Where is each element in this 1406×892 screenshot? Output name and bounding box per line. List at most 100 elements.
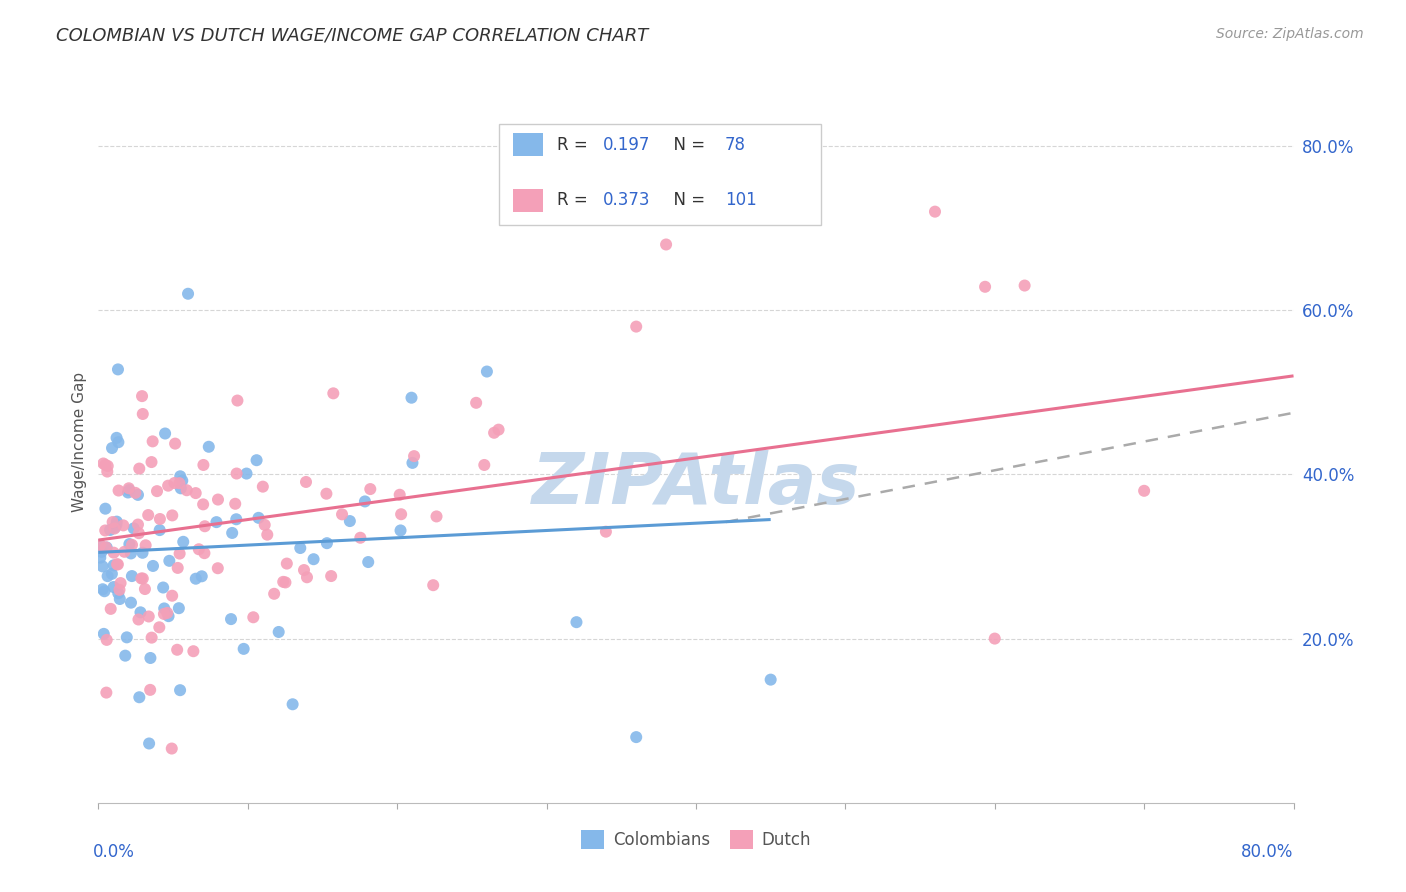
Point (169, 683, 191, 698)
Text: COLOMBIAN VS DUTCH WAGE/INCOME GAP CORRELATION CHART: COLOMBIAN VS DUTCH WAGE/INCOME GAP CORRE… (56, 27, 648, 45)
Point (157, 609, 180, 624)
FancyBboxPatch shape (513, 133, 543, 156)
Point (153, 601, 176, 615)
Point (156, 606, 179, 620)
Point (565, 615, 588, 630)
Point (107, 558, 129, 572)
Point (138, 737, 160, 751)
Point (225, 512, 247, 526)
Point (115, 631, 138, 645)
Point (166, 561, 188, 575)
Point (129, 605, 152, 619)
Point (388, 488, 411, 502)
Point (108, 582, 131, 597)
Point (90, 545, 112, 559)
Point (193, 458, 215, 472)
Point (252, 480, 274, 494)
Point (357, 555, 380, 569)
Point (101, 441, 124, 455)
Point (1014, 278, 1036, 293)
Point (149, 512, 172, 526)
Point (101, 515, 124, 529)
Point (160, 589, 183, 603)
Point (93, 584, 115, 599)
Point (112, 518, 135, 533)
Point (107, 586, 129, 600)
Point (97, 458, 120, 473)
Point (118, 483, 141, 497)
Point (127, 517, 149, 532)
Text: 80.0%: 80.0% (1241, 843, 1294, 861)
Point (207, 492, 229, 507)
Point (295, 475, 318, 489)
Point (131, 389, 153, 403)
Point (349, 531, 371, 545)
Point (302, 552, 325, 566)
Point (974, 280, 997, 294)
Text: ZIPAtlas: ZIPAtlas (531, 450, 860, 519)
Point (759, 673, 782, 687)
Point (267, 624, 290, 639)
Point (108, 592, 131, 607)
Point (191, 497, 214, 511)
Point (169, 469, 191, 483)
Point (169, 547, 191, 561)
Point (152, 581, 174, 595)
Point (184, 486, 207, 500)
Point (118, 481, 141, 495)
Point (122, 521, 145, 535)
Point (121, 538, 143, 552)
Point (354, 494, 377, 508)
Point (98, 523, 121, 537)
Point (235, 467, 257, 481)
Point (389, 507, 412, 521)
Point (107, 435, 129, 450)
Point (187, 542, 209, 557)
Text: Source: ZipAtlas.com: Source: ZipAtlas.com (1216, 27, 1364, 41)
Point (316, 536, 339, 550)
Point (128, 461, 150, 475)
FancyBboxPatch shape (513, 188, 543, 211)
Point (135, 538, 157, 552)
Text: 0.0%: 0.0% (93, 843, 135, 861)
Point (103, 522, 125, 536)
Y-axis label: Wage/Income Gap: Wage/Income Gap (72, 371, 87, 512)
Point (120, 546, 142, 560)
Point (132, 407, 155, 421)
Text: 0.197: 0.197 (603, 136, 650, 153)
Point (138, 609, 160, 624)
Point (105, 517, 128, 532)
Point (148, 620, 170, 634)
Point (595, 524, 617, 539)
Point (242, 610, 264, 624)
Point (197, 440, 219, 454)
Point (93, 457, 115, 471)
Point (626, 319, 648, 334)
Point (132, 572, 155, 586)
Point (163, 476, 186, 491)
Point (655, 237, 678, 252)
Point (89, 538, 111, 552)
Point (165, 436, 187, 450)
Point (425, 509, 447, 524)
Text: 78: 78 (724, 136, 745, 153)
Point (472, 458, 495, 472)
Text: N =: N = (662, 191, 710, 210)
Point (292, 563, 315, 577)
Point (142, 558, 165, 573)
Point (322, 386, 344, 401)
Text: R =: R = (557, 191, 593, 210)
Point (105, 558, 128, 572)
Point (359, 482, 381, 496)
Point (172, 534, 194, 549)
Point (172, 474, 194, 488)
Point (110, 576, 132, 591)
Point (91, 559, 114, 574)
Point (134, 582, 156, 596)
Point (96, 685, 118, 699)
Point (221, 525, 243, 540)
Point (226, 393, 249, 408)
Point (422, 578, 444, 592)
Point (315, 486, 337, 500)
Point (149, 523, 172, 537)
